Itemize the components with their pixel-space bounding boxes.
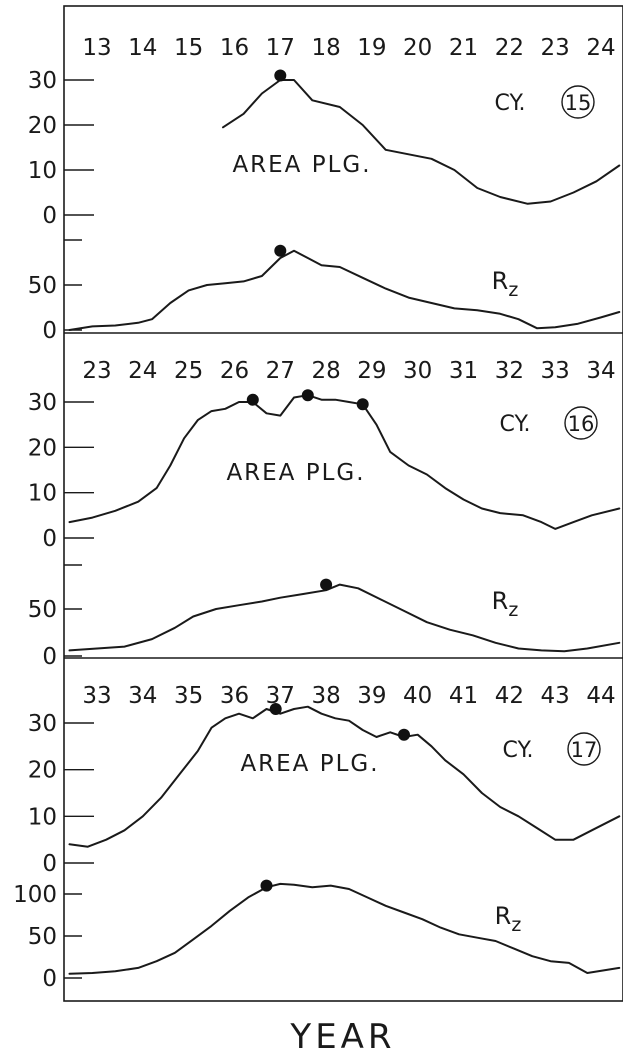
cycle-number-circle xyxy=(564,406,598,440)
year-tick-22: 22 xyxy=(495,35,524,61)
year-tick-23: 23 xyxy=(82,358,111,384)
year-tick-40: 40 xyxy=(403,683,432,709)
area-axis-label-10: 10 xyxy=(28,158,57,184)
rz-axis-label-50: 50 xyxy=(28,273,57,299)
year-tick-29: 29 xyxy=(357,358,386,384)
year-tick-25: 25 xyxy=(174,358,203,384)
year-tick-38: 38 xyxy=(311,683,340,709)
figure-frame xyxy=(63,5,623,1002)
cycle-number-circle xyxy=(561,85,595,119)
area-curve xyxy=(68,705,621,848)
year-tick-44: 44 xyxy=(586,683,615,709)
rz-peak-marker xyxy=(260,879,273,892)
year-tick-17: 17 xyxy=(266,35,295,61)
year-tick-23: 23 xyxy=(541,35,570,61)
year-tick-24: 24 xyxy=(586,35,615,61)
rz-series-label: Rz xyxy=(492,587,519,621)
year-tick-31: 31 xyxy=(449,358,478,384)
cycle-number-circle xyxy=(567,732,601,766)
area-axis-label-10: 10 xyxy=(28,481,57,507)
area-peak-marker xyxy=(356,398,369,411)
rz-curve xyxy=(68,882,621,975)
area-series-label: AREA PLG. xyxy=(240,751,379,777)
area-axis-label-0: 0 xyxy=(42,526,57,552)
rz-axis-label-100: 100 xyxy=(13,882,57,908)
year-tick-16: 16 xyxy=(220,35,249,61)
area-peak-marker xyxy=(269,703,282,715)
year-tick-41: 41 xyxy=(449,683,478,709)
year-tick-27: 27 xyxy=(266,358,295,384)
year-tick-43: 43 xyxy=(541,683,570,709)
plot-border xyxy=(63,5,623,1002)
year-tick-19: 19 xyxy=(357,35,386,61)
cycle-label: CY. xyxy=(495,91,526,116)
area-axis-label-30: 30 xyxy=(28,711,57,737)
year-tick-26: 26 xyxy=(220,358,249,384)
x-axis-label: YEAR xyxy=(289,1017,395,1057)
cycle-label: CY. xyxy=(500,412,531,437)
year-tick-36: 36 xyxy=(220,683,249,709)
cycle-number: 16 xyxy=(568,412,595,436)
year-tick-18: 18 xyxy=(311,35,340,61)
area-peak-marker xyxy=(274,69,287,82)
area-series-label: AREA PLG. xyxy=(232,152,371,178)
area-peak-marker xyxy=(246,393,259,406)
year-tick-33: 33 xyxy=(82,683,111,709)
area-axis-label-20: 20 xyxy=(28,758,57,784)
year-tick-21: 21 xyxy=(449,35,478,61)
panel-cycle-16: 23 24 25 26 27 28 29 30 31 32 33 34 0 10 20 30 0 50 AREA P… xyxy=(28,358,621,670)
year-tick-37: 37 xyxy=(266,683,295,709)
area-peak-marker xyxy=(301,389,314,402)
rz-axis-label-0: 0 xyxy=(42,318,57,344)
rz-curve xyxy=(68,583,621,653)
area-axis-label-0: 0 xyxy=(42,851,57,877)
area-axis-label-0: 0 xyxy=(42,203,57,229)
year-tick-35: 35 xyxy=(174,683,203,709)
area-axis-label-20: 20 xyxy=(28,435,57,461)
year-tick-28: 28 xyxy=(311,358,340,384)
year-tick-15: 15 xyxy=(174,35,203,61)
year-tick-34: 34 xyxy=(586,358,615,384)
year-tick-32: 32 xyxy=(495,358,524,384)
area-axis-label-30: 30 xyxy=(28,390,57,416)
rz-peak-marker xyxy=(274,244,287,257)
area-curve xyxy=(222,79,621,205)
area-peak-marker xyxy=(398,728,410,741)
rz-series-label: Rz xyxy=(495,902,522,936)
year-tick-34: 34 xyxy=(128,683,157,709)
cycle-number: 17 xyxy=(571,738,598,762)
rz-curve xyxy=(68,249,621,331)
cycle-number: 15 xyxy=(565,91,592,115)
year-tick-14: 14 xyxy=(128,35,157,61)
rz-peak-marker xyxy=(320,578,333,591)
year-tick-30: 30 xyxy=(403,358,432,384)
rz-axis-label-0: 0 xyxy=(42,966,57,992)
year-tick-33: 33 xyxy=(541,358,570,384)
area-axis-label-30: 30 xyxy=(28,68,57,94)
rz-axis-label-0: 0 xyxy=(42,644,57,670)
year-tick-42: 42 xyxy=(495,683,524,709)
panel-cycle-15: 13 14 15 16 17 18 19 20 21 22 23 24 0 10 20 30 0 50 AREA P… xyxy=(28,35,621,344)
year-tick-24: 24 xyxy=(128,358,157,384)
year-tick-13: 13 xyxy=(82,35,111,61)
year-tick-20: 20 xyxy=(403,35,432,61)
rz-axis-label-50: 50 xyxy=(28,597,57,623)
area-curve xyxy=(68,394,621,530)
rz-series-label: Rz xyxy=(492,267,519,301)
year-tick-39: 39 xyxy=(357,683,386,709)
area-axis-label-10: 10 xyxy=(28,804,57,830)
rz-axis-label-50: 50 xyxy=(28,924,57,950)
area-series-label: AREA PLG. xyxy=(226,460,365,486)
area-axis-label-20: 20 xyxy=(28,113,57,139)
panel-cycle-17: 33 34 35 36 37 38 39 40 41 42 43 44 0 10 20 30 0 50 100 ARE… xyxy=(13,683,621,992)
cycle-label: CY. xyxy=(503,738,534,763)
